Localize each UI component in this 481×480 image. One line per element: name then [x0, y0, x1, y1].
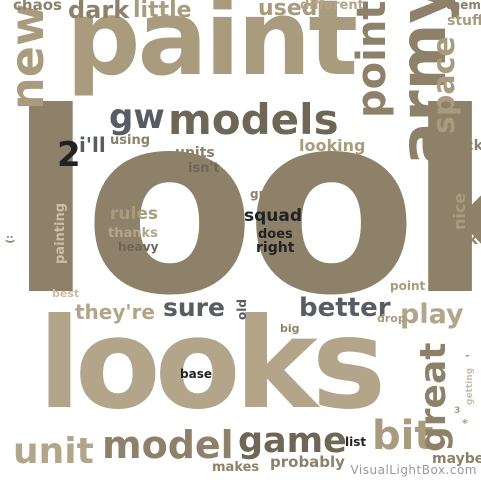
- word-look: look: [8, 59, 481, 350]
- word-sure: sure: [163, 293, 225, 322]
- word-better: better: [299, 293, 391, 323]
- word-old: old: [235, 299, 249, 320]
- word-space: space: [427, 36, 462, 134]
- word-dark: dark: [68, 0, 130, 24]
- word-models: models: [168, 95, 339, 144]
- word-little: little: [133, 0, 192, 23]
- word-star: *: [462, 417, 468, 430]
- word-makes: makes: [212, 460, 260, 475]
- word-stuff: stuff: [447, 13, 481, 29]
- word-fortyk: 40k: [447, 230, 478, 248]
- word-probably: probably: [270, 453, 345, 471]
- word-theyre: they're: [75, 300, 155, 324]
- word-painting: painting: [53, 202, 68, 264]
- word-units: units: [175, 145, 215, 161]
- word-drop: drop: [377, 312, 406, 325]
- word-thanks: thanks: [108, 226, 158, 241]
- word-ill: i'll: [79, 133, 106, 157]
- word-squad: squad: [244, 206, 303, 226]
- word-right: right: [256, 240, 295, 256]
- word-gw: gw: [109, 97, 165, 137]
- word-nice: nice: [450, 192, 469, 230]
- word-three: 3: [454, 406, 461, 416]
- word-best: best: [52, 287, 80, 300]
- word-them: them.: [446, 0, 481, 12]
- word-great: great: [413, 342, 454, 452]
- word-unit: unit: [13, 431, 94, 472]
- word-two: 2: [57, 135, 81, 175]
- word-looking: looking: [299, 136, 366, 155]
- word-rules: rules: [110, 204, 158, 224]
- word-play: play: [400, 299, 464, 330]
- word-game: game: [238, 421, 347, 461]
- word-isnt: isn't: [188, 161, 220, 176]
- word-points: points: [349, 0, 395, 118]
- word-chaos: chaos: [13, 0, 62, 14]
- word-point: point: [390, 279, 426, 293]
- watermark: VisualLightBox.com: [350, 463, 477, 477]
- word-dash: -: [465, 349, 470, 362]
- word-does: does: [258, 227, 293, 242]
- word-using: using: [110, 133, 151, 148]
- word-heavy: heavy: [118, 240, 159, 254]
- word-getting: getting: [465, 367, 475, 405]
- word-looks: looks: [38, 292, 386, 437]
- word-smiley: :): [4, 235, 15, 244]
- word-green: green: [250, 187, 290, 201]
- word-paint: paint: [66, 0, 358, 99]
- word-black: black: [441, 138, 481, 154]
- word-list: list: [345, 435, 367, 449]
- word-new: new: [0, 3, 54, 110]
- word-maybe: maybe: [432, 451, 481, 467]
- word-base: base: [180, 367, 212, 381]
- word-big: big: [280, 322, 300, 335]
- word-bit: bit: [372, 413, 434, 459]
- word-used: used: [258, 0, 318, 21]
- word-different: different: [300, 0, 364, 13]
- word-model: model: [102, 423, 234, 467]
